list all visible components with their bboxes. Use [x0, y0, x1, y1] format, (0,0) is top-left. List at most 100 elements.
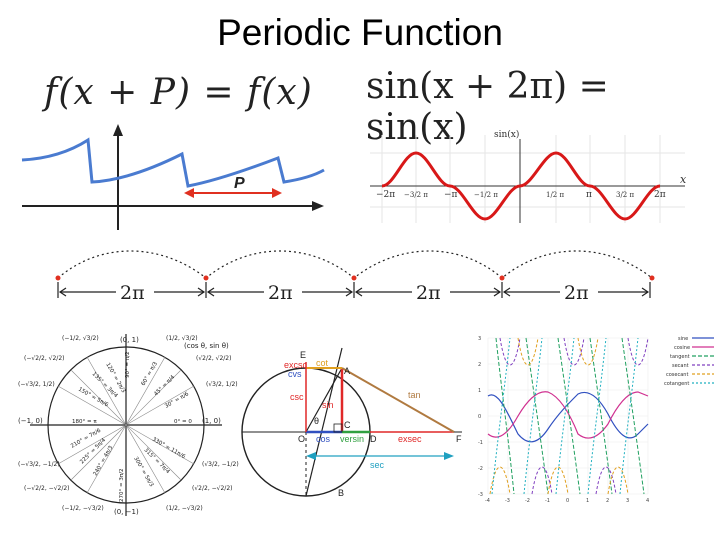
period-label-3: 2π [416, 282, 441, 304]
legend-sine: sine [678, 336, 688, 342]
cotangent-curve [491, 337, 639, 495]
angle-label-30: 30° = π/6 [164, 391, 190, 410]
period-ticks [57, 282, 651, 298]
label-cot: cot [316, 358, 329, 368]
svg-text:(1/2, √3/2): (1/2, √3/2) [166, 335, 198, 342]
y-tick-labels: 3 2 1 0 -1 -2 -3 [478, 336, 483, 498]
radius-line [305, 367, 343, 433]
svg-text:(−√2/2, −√2/2): (−√2/2, −√2/2) [24, 485, 70, 492]
svg-text:(−1/2, √3/2): (−1/2, √3/2) [62, 335, 99, 342]
period-strip: 2π 2π 2π 2π [55, 250, 655, 304]
x-tick-4: 4 [646, 498, 649, 504]
period-label-1: 2π [120, 282, 145, 304]
period-arrows [58, 287, 650, 297]
label-D: D [370, 434, 377, 444]
label-F: F [456, 434, 462, 444]
point-neg1-0: (−1, 0) [18, 417, 43, 425]
tick-neg-2pi: −2π [376, 190, 395, 200]
slide-title: Periodic Function [217, 12, 503, 53]
legend-cosecant: cosecant [666, 372, 688, 378]
x-tick-1: 1 [586, 498, 589, 504]
radius-lines [57, 356, 195, 494]
x-tick-neg2: -2 [525, 498, 530, 504]
cosine-curve [487, 391, 649, 439]
label-tan: tan [408, 390, 421, 400]
label-A: A [344, 366, 350, 376]
angle-labels: 0° = 0 30° = π/6 45° = π/4 60° = π/3 90°… [70, 351, 192, 502]
label-excsc: excsc [284, 360, 308, 370]
unit-circle-diagram: 0° = 0 30° = π/6 45° = π/4 60° = π/3 90°… [18, 334, 239, 516]
point-cos-sin: (cos θ, sin θ) [184, 342, 229, 350]
legend-tangent: tangent [670, 354, 690, 360]
chart-legend: sine cosine tangent secant cosecant cota… [664, 336, 714, 387]
y-tick-neg2: -2 [478, 466, 483, 472]
x-tick-0: 0 [566, 498, 569, 504]
x-axis-label: x [680, 173, 687, 186]
y-tick-neg3: -3 [478, 492, 483, 498]
coordinate-fractions: (−1/2, √3/2) (1/2, √3/2) (−√2/2, √2/2) (√2… [18, 335, 239, 512]
label-exsec: exsec [398, 434, 422, 444]
tick-3-2-pi: 3/2 π [616, 191, 634, 199]
trig-functions-chart: 3 2 1 0 -1 -2 -3 -4 -3 -2 -1 0 1 2 3 4 s… [478, 336, 714, 504]
y-tick-1: 1 [478, 388, 481, 394]
tick-1-2-pi: 1/2 π [546, 191, 564, 199]
period-label-4: 2π [564, 282, 589, 304]
x-tick-neg1: -1 [545, 498, 550, 504]
label-cos: cos [316, 434, 331, 444]
angle-label-270: 270° = 3π/2 [119, 468, 125, 502]
tick-neg-1-2-pi: −1/2 π [474, 191, 498, 199]
tick-neg-3-2-pi: −3/2 π [404, 191, 428, 199]
label-csc: csc [290, 392, 304, 402]
dotted-wave [57, 250, 653, 279]
label-versin: versin [340, 434, 364, 444]
tick-2pi: 2π [654, 190, 666, 200]
legend-secant: secant [672, 363, 689, 369]
y-axis-arrowhead [113, 124, 123, 136]
svg-text:(−1/2, −√3/2): (−1/2, −√3/2) [62, 505, 104, 512]
period-label: P [234, 175, 245, 192]
svg-text:(√2/2, −√2/2): (√2/2, −√2/2) [192, 485, 232, 492]
label-theta: θ [314, 416, 319, 426]
period-arrow-right-head [272, 188, 282, 198]
period-markers [55, 275, 655, 281]
x-tick-3: 3 [626, 498, 629, 504]
grid [370, 135, 685, 223]
sec-arrow-tail [306, 452, 316, 460]
angle-label-45: 45° = π/4 [153, 374, 176, 397]
secant-line [305, 347, 343, 497]
angle-label-0: 0° = 0 [174, 419, 192, 425]
svg-text:(−√3/2, 1/2): (−√3/2, 1/2) [18, 381, 55, 388]
periodic-function-plot: P [21, 124, 325, 230]
sine-plot: sin(x) x −2π −3/2 π −π −1/2 π 1/2 π π 3/… [370, 129, 687, 223]
tan-segment [341, 367, 455, 433]
svg-text:(1/2, −√3/2): (1/2, −√3/2) [166, 505, 203, 512]
label-C: C [344, 420, 351, 430]
angle-label-180: 180° = π [72, 419, 97, 425]
x-tick-neg4: -4 [485, 498, 490, 504]
angle-label-150: 150° = 5π/6 [77, 387, 109, 409]
x-tick-2: 2 [606, 498, 609, 504]
svg-text:(√3/2, 1/2): (√3/2, 1/2) [206, 381, 238, 388]
svg-text:(√2/2, √2/2): (√2/2, √2/2) [196, 355, 231, 362]
label-cvs: cvs [288, 369, 302, 379]
label-B: B [338, 488, 344, 498]
period-label-2: 2π [268, 282, 293, 304]
x-tick-neg3: -3 [505, 498, 510, 504]
tick-neg-pi: −π [444, 190, 458, 200]
y-tick-0: 0 [478, 414, 481, 420]
label-sec: sec [370, 460, 385, 470]
x-tick-labels: -4 -3 -2 -1 0 1 2 3 4 [485, 498, 649, 504]
y-tick-neg1: -1 [478, 440, 483, 446]
svg-text:(−√3/2, −1/2): (−√3/2, −1/2) [18, 461, 60, 468]
svg-text:(√3/2, −1/2): (√3/2, −1/2) [202, 461, 239, 468]
y-axis-label: sin(x) [494, 129, 519, 140]
legend-cotangent: cotangent [664, 381, 689, 387]
label-O: O [298, 434, 305, 444]
angle-label-300: 300° = 5π/3 [132, 456, 154, 488]
legend-cosine: cosine [674, 345, 690, 351]
period-arrow-left-head [184, 188, 194, 198]
angle-label-90: 90° = π/2 [125, 351, 131, 378]
label-E: E [300, 350, 306, 360]
periodic-equation: f(x + P) = f(x) [44, 72, 313, 113]
periodic-curve [21, 137, 325, 188]
